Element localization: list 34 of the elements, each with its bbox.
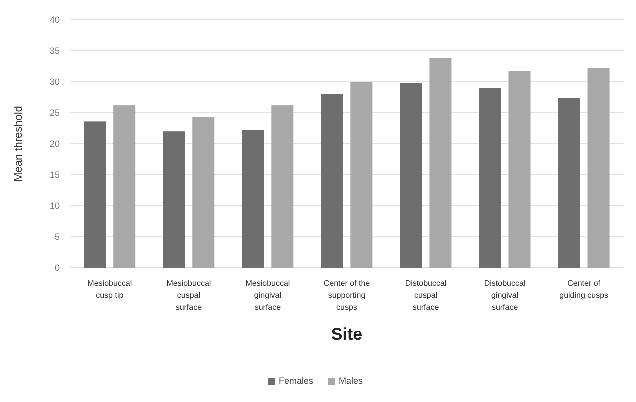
legend-label: Females <box>279 376 314 386</box>
x-tick-label: Mesiobuccal cuspal surface <box>166 279 212 312</box>
x-tick-label: Center of guiding cusps <box>560 279 609 300</box>
bar <box>272 106 294 268</box>
legend-label: Males <box>339 376 364 386</box>
bar <box>430 58 452 268</box>
y-tick-label: 5 <box>54 232 60 242</box>
x-tick-label: Distobuccal gingival surface <box>484 279 526 312</box>
y-tick-label: 10 <box>50 200 60 211</box>
bar <box>114 106 136 268</box>
bar <box>588 68 610 268</box>
y-tick-label: 30 <box>50 76 60 87</box>
bar <box>84 122 106 268</box>
x-tick-label: Center of the supporting cusps <box>324 279 371 312</box>
y-tick-label: 40 <box>50 14 60 25</box>
bar <box>242 130 264 268</box>
y-tick-label: 20 <box>50 138 60 149</box>
x-tick-label: Mesiobuccal cusp tip <box>88 279 132 300</box>
bar <box>350 82 373 268</box>
bar <box>400 83 422 268</box>
x-axis-title: Site <box>331 325 363 344</box>
bar <box>508 71 531 268</box>
bar <box>192 117 215 268</box>
y-tick-label: 25 <box>50 108 60 118</box>
y-tick-label: 0 <box>54 262 60 273</box>
bar <box>163 132 186 268</box>
y-tick-label: 15 <box>50 170 60 180</box>
bar <box>558 98 580 268</box>
x-tick-label: Mesiobuccal gingival surface <box>246 279 290 312</box>
x-tick-label: Distobuccal cuspal surface <box>405 279 447 312</box>
bar <box>321 94 344 268</box>
y-axis-title: Mean threshold <box>13 106 25 182</box>
bar <box>479 88 502 268</box>
y-tick-label: 35 <box>50 46 60 56</box>
